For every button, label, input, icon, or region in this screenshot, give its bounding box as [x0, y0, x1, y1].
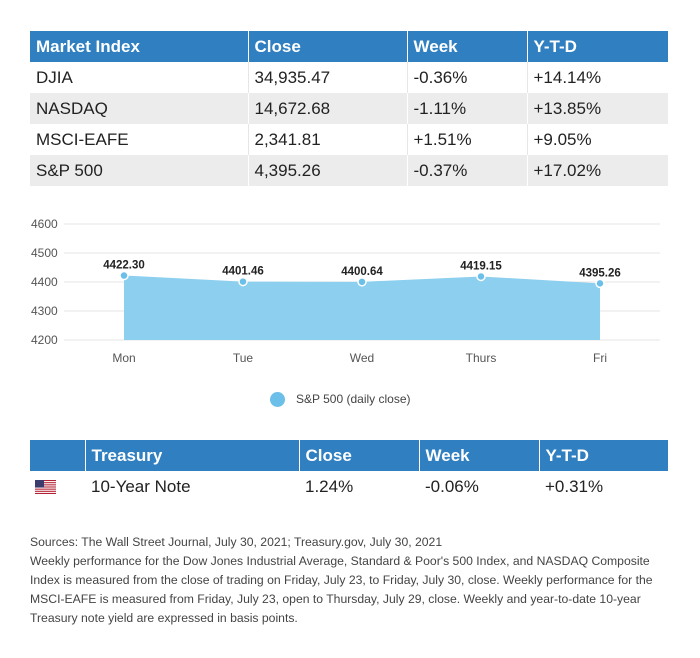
week-cell: -1.11%: [407, 93, 528, 124]
methodology-text: Weekly performance for the Dow Jones Ind…: [30, 554, 653, 625]
data-label: 4422.30: [103, 260, 145, 272]
close-cell: 14,672.68: [248, 93, 408, 124]
market-table-header-row: Market Index Close Week Y-T-D: [30, 31, 668, 62]
y-tick-label: 4300: [31, 304, 58, 318]
index-name-cell: MSCI-EAFE: [30, 124, 249, 155]
ytd-cell: +0.31%: [539, 471, 668, 502]
header-week: Week: [419, 440, 540, 471]
data-point: [595, 278, 605, 289]
footnotes: Sources: The Wall Street Journal, July 3…: [30, 533, 670, 628]
legend-swatch: [270, 391, 285, 407]
header-ytd: Y-T-D: [539, 440, 668, 471]
sp500-area-chart: 4200 4300 4400 4500 4600 4422.30 Mon 4401.46 Tue…: [31, 217, 660, 365]
header-blank: [30, 440, 86, 471]
treasury-table-header-row: Treasury Close Week Y-T-D: [30, 440, 668, 471]
table-row: DJIA 34,935.47 -0.36% +14.14%: [30, 62, 668, 93]
table-row: 10-Year Note 1.24% -0.06% +0.31%: [30, 471, 668, 502]
market-index-table: Market Index Close Week Y-T-D DJIA 34,93…: [30, 31, 668, 186]
x-tick-label: Fri: [593, 351, 607, 365]
close-cell: 2,341.81: [248, 124, 408, 155]
table-row: S&P 500 4,395.26 -0.37% +17.02%: [30, 155, 668, 186]
data-label: 4395.26: [579, 267, 621, 279]
header-week: Week: [407, 31, 528, 62]
x-tick-label: Tue: [233, 351, 254, 365]
ytd-cell: +14.14%: [527, 62, 668, 93]
data-point: [238, 276, 248, 287]
treasury-name-cell: 10-Year Note: [85, 471, 299, 502]
index-name-cell: DJIA: [30, 62, 249, 93]
data-label: 4400.64: [341, 266, 383, 278]
data-point: [119, 270, 129, 281]
x-tick-label: Thurs: [466, 351, 497, 365]
y-tick-label: 4500: [31, 246, 58, 260]
y-tick-label: 4400: [31, 275, 58, 289]
chart-legend: S&P 500 (daily close): [270, 390, 411, 408]
area-series: [124, 275, 600, 340]
ytd-cell: +17.02%: [527, 155, 668, 186]
data-point: [476, 271, 486, 282]
legend-label: S&P 500 (daily close): [296, 392, 411, 406]
data-label: 4419.15: [460, 260, 502, 272]
week-cell: -0.06%: [419, 471, 539, 502]
treasury-table: Treasury Close Week Y-T-D 10-: [30, 440, 668, 502]
us-flag-icon: [35, 480, 56, 495]
close-cell: 4,395.26: [248, 155, 408, 186]
table-row: MSCI-EAFE 2,341.81 +1.51% +9.05%: [30, 124, 668, 155]
flag-cell: [30, 471, 85, 502]
index-name-cell: NASDAQ: [30, 93, 249, 124]
close-cell: 1.24%: [299, 471, 419, 502]
table-row: NASDAQ 14,672.68 -1.11% +13.85%: [30, 93, 668, 124]
header-treasury: Treasury: [85, 440, 300, 471]
y-tick-label: 4600: [31, 217, 58, 231]
x-tick-label: Wed: [350, 351, 374, 365]
y-tick-label: 4200: [31, 333, 58, 347]
header-close: Close: [248, 31, 408, 62]
header-close: Close: [299, 440, 420, 471]
ytd-cell: +9.05%: [527, 124, 668, 155]
sources-text: Sources: The Wall Street Journal, July 3…: [30, 535, 443, 549]
week-cell: -0.37%: [407, 155, 528, 186]
ytd-cell: +13.85%: [527, 93, 668, 124]
data-label: 4401.46: [222, 266, 264, 278]
close-cell: 34,935.47: [248, 62, 408, 93]
data-point: [357, 277, 367, 287]
header-ytd: Y-T-D: [527, 31, 668, 62]
index-name-cell: S&P 500: [30, 155, 249, 186]
header-market-index: Market Index: [30, 31, 249, 62]
week-cell: -0.36%: [407, 62, 528, 93]
week-cell: +1.51%: [407, 124, 528, 155]
x-tick-label: Mon: [112, 351, 135, 365]
